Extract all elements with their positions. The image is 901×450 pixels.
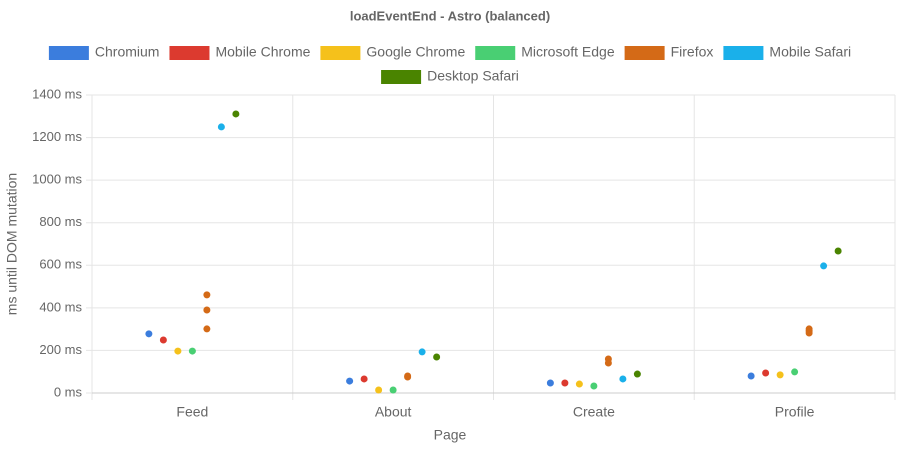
point	[834, 247, 842, 255]
legend-label: Desktop Safari	[427, 68, 519, 84]
legend-item: Chromium	[48, 44, 160, 60]
legend-label: Mobile Chrome	[215, 44, 310, 60]
point	[762, 369, 770, 377]
legend-item: Google Chrome	[320, 44, 465, 60]
point	[433, 353, 441, 361]
legend-item: Mobile Chrome	[169, 44, 311, 60]
legend-item: Microsoft Edge	[475, 44, 615, 60]
point	[203, 291, 211, 299]
legend-item: Firefox	[624, 44, 714, 60]
x-axis-title: Page	[434, 427, 467, 443]
legend-swatch	[48, 46, 89, 60]
y-tick-label: 800 ms	[39, 214, 82, 229]
point	[174, 347, 182, 355]
legend-label: Chromium	[95, 44, 160, 60]
point	[604, 359, 612, 367]
legend-swatch	[475, 46, 516, 60]
point	[346, 377, 354, 385]
legend-swatch	[381, 70, 422, 84]
y-tick-label: 400 ms	[39, 299, 82, 314]
x-tick-label: About	[375, 404, 412, 420]
x-tick-label: Create	[573, 404, 615, 420]
legend-label: Microsoft Edge	[521, 44, 615, 60]
point	[776, 371, 784, 379]
legend-swatch	[723, 46, 764, 60]
point	[561, 379, 569, 387]
legend-swatch	[320, 46, 361, 60]
x-tick-label: Profile	[775, 404, 815, 420]
legend-swatch	[624, 46, 665, 60]
point	[791, 368, 799, 376]
legend-label: Google Chrome	[366, 44, 465, 60]
y-tick-label: 1000 ms	[32, 172, 82, 187]
legend-item: Desktop Safari	[381, 68, 519, 84]
legend-label: Mobile Safari	[769, 44, 851, 60]
point	[203, 306, 211, 314]
point	[232, 110, 240, 118]
y-tick-label: 1400 ms	[32, 86, 82, 101]
point	[375, 386, 383, 394]
y-axis-title: ms until DOM mutation	[4, 173, 20, 315]
point	[404, 373, 412, 381]
point	[360, 375, 368, 383]
point	[188, 347, 196, 355]
point	[590, 382, 598, 390]
point	[203, 325, 211, 333]
legend-swatch	[169, 46, 210, 60]
point	[217, 123, 225, 131]
legend-label: Firefox	[671, 44, 714, 60]
chart-title: loadEventEnd - Astro (balanced)	[350, 8, 550, 23]
legend-item: Mobile Safari	[723, 44, 851, 60]
point	[633, 370, 641, 378]
point	[805, 329, 813, 337]
x-tick-label: Feed	[176, 404, 208, 420]
point	[619, 375, 627, 383]
point	[747, 372, 755, 380]
point	[389, 386, 397, 394]
point	[145, 330, 153, 338]
point	[575, 380, 583, 388]
point	[418, 348, 426, 356]
y-tick-label: 600 ms	[39, 257, 82, 272]
y-tick-label: 0 ms	[54, 384, 83, 399]
point	[159, 336, 167, 344]
point	[546, 379, 554, 387]
y-tick-label: 1200 ms	[32, 129, 82, 144]
y-tick-label: 200 ms	[39, 342, 82, 357]
point	[820, 262, 828, 270]
